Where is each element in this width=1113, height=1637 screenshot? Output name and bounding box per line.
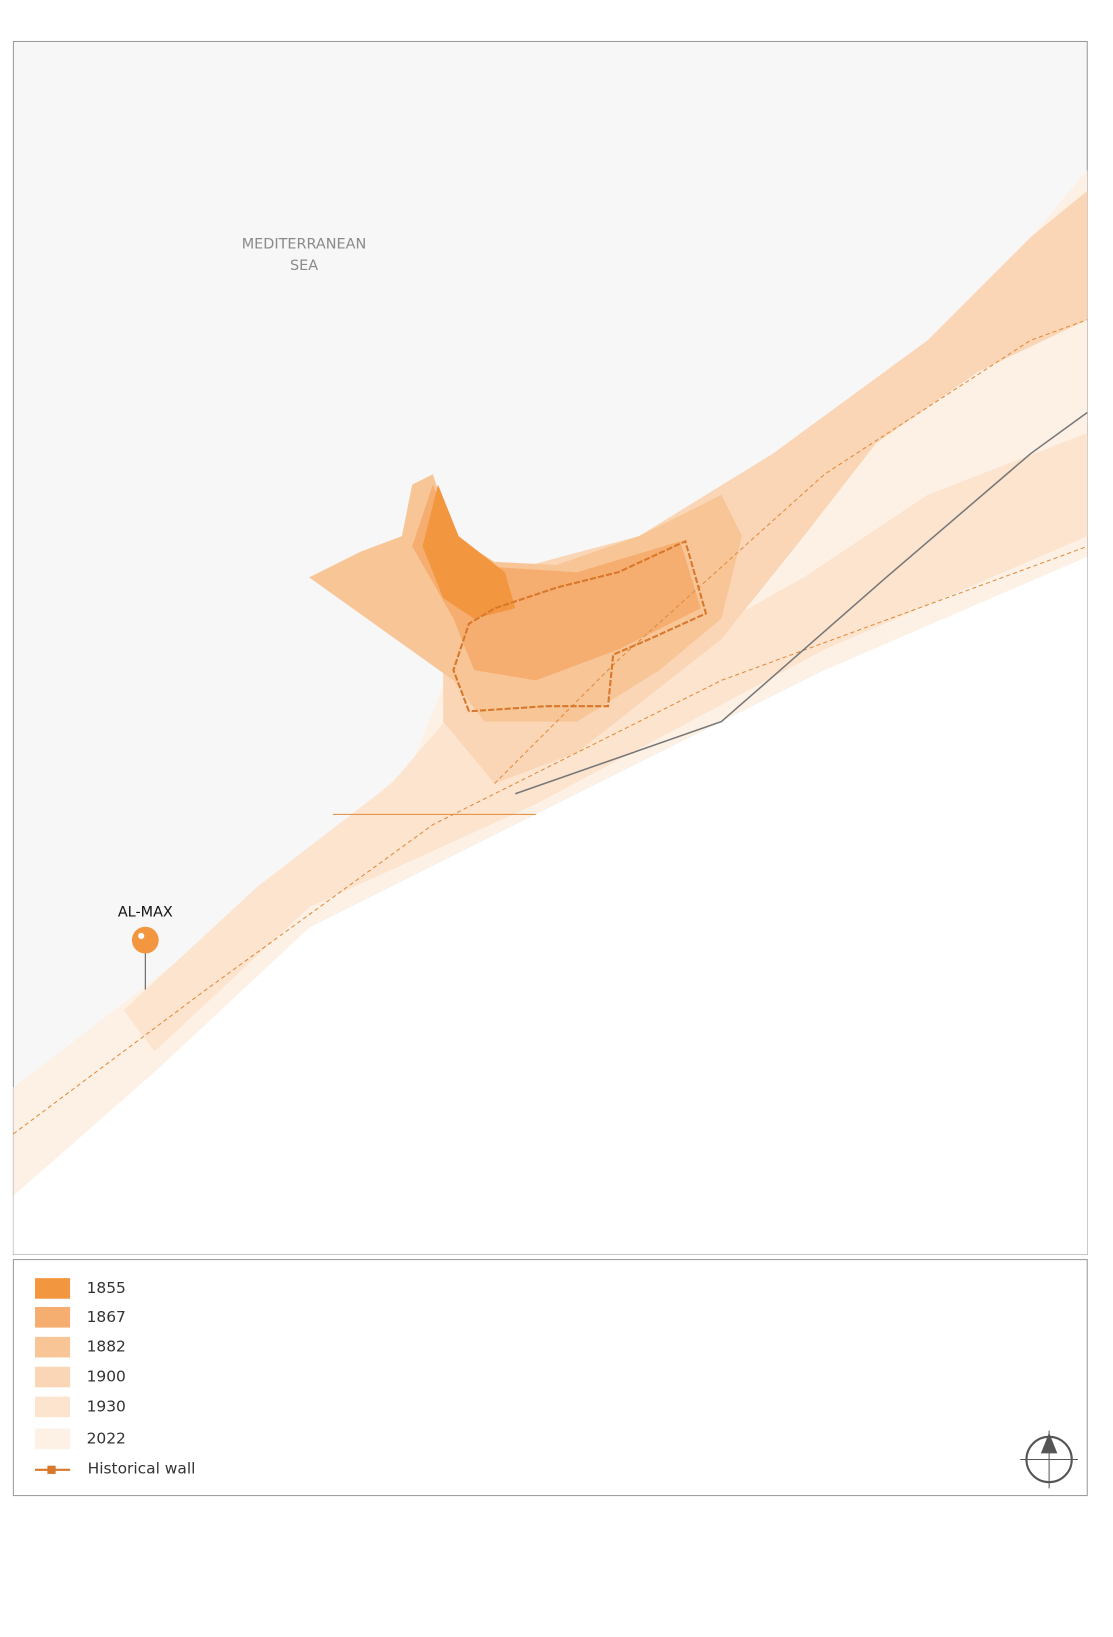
map-frame: MEDITERRANEAN SEA AL-MAX	[12, 40, 1088, 1255]
legend-label: 2022	[87, 1429, 126, 1447]
sea-label: SEA	[290, 258, 318, 274]
inland	[13, 556, 1088, 1255]
legend-label: 1900	[87, 1368, 126, 1386]
legend-swatch	[35, 1278, 71, 1299]
legend-swatch	[35, 1306, 71, 1328]
area-1855	[422, 484, 516, 619]
legend-swatch	[35, 1366, 71, 1388]
sea-label: MEDITERRANEAN	[242, 237, 367, 253]
legend-swatch	[35, 1428, 71, 1450]
compass	[1020, 1430, 1078, 1489]
legend-swatch	[35, 1336, 71, 1358]
rail-line	[13, 545, 1088, 1135]
place-label: AL-MAX	[118, 904, 173, 920]
legend: 1855 1867 1882 1900 1930 2022 Historical wall	[12, 1259, 1088, 1497]
legend-wall-marker	[47, 1465, 56, 1474]
pin-highlight	[138, 932, 145, 940]
legend-border	[12, 1259, 1088, 1497]
shoreline	[515, 411, 1088, 795]
legend-label: 1882	[87, 1338, 126, 1356]
legend-label: 1867	[87, 1308, 126, 1326]
rail-line	[494, 319, 1088, 784]
legend-label: 1930	[87, 1397, 126, 1415]
legend-label: Historical wall	[88, 1459, 196, 1477]
legend-label: 1855	[87, 1279, 126, 1297]
area-1867	[412, 484, 701, 681]
historical-wall	[452, 539, 708, 713]
pin	[131, 926, 159, 954]
area-1930	[123, 433, 1088, 1052]
legend-swatch	[35, 1396, 71, 1418]
